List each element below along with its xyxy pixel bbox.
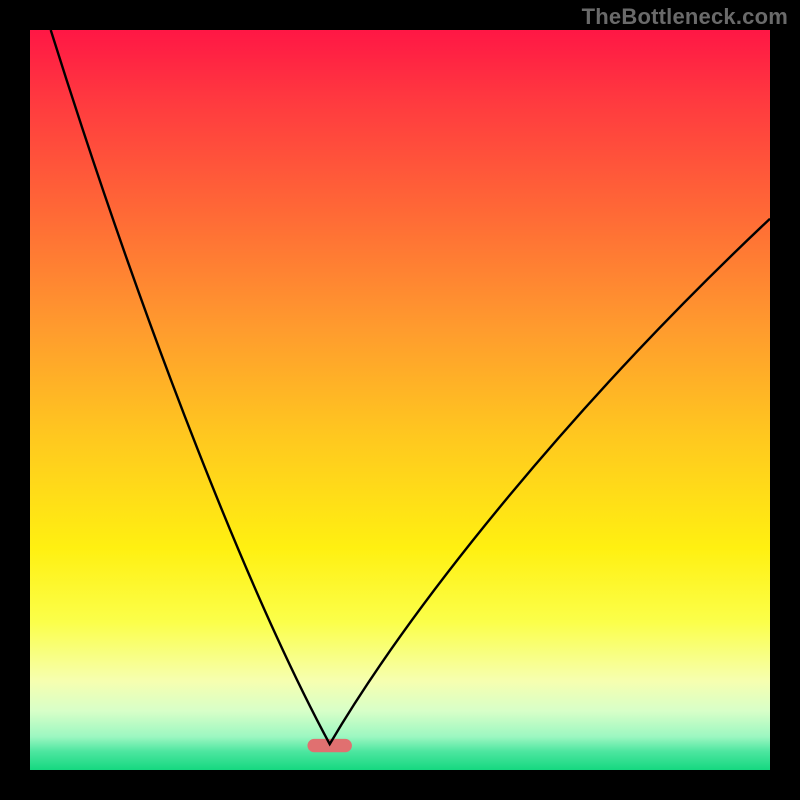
plot-background xyxy=(30,30,770,770)
bottleneck-curve-chart xyxy=(0,0,800,800)
chart-container: TheBottleneck.com xyxy=(0,0,800,800)
watermark-text: TheBottleneck.com xyxy=(582,4,788,30)
